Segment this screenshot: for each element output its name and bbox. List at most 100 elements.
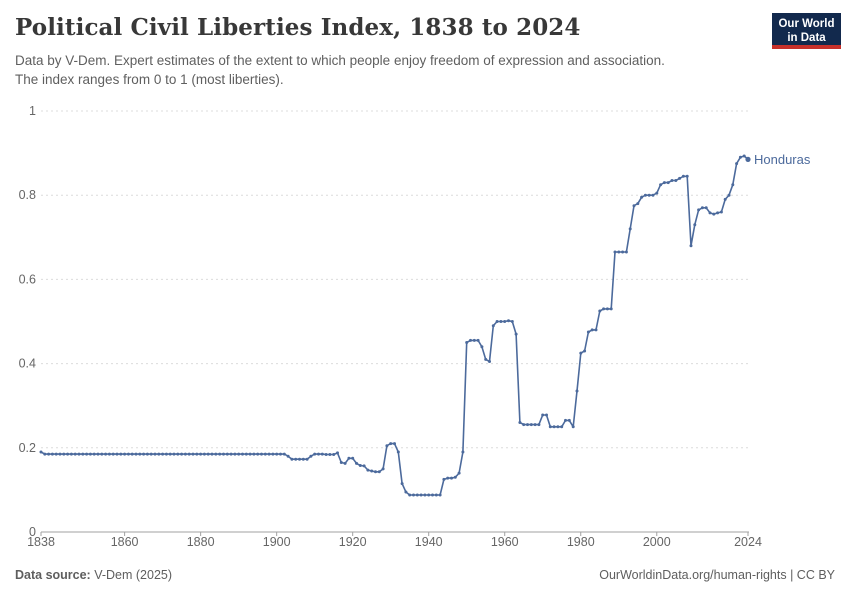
data-point[interactable] (442, 477, 446, 481)
data-point[interactable] (465, 341, 469, 344)
data-point[interactable] (738, 155, 742, 159)
data-point[interactable] (233, 452, 237, 456)
data-point[interactable] (62, 452, 66, 456)
data-point[interactable] (142, 452, 146, 456)
data-point[interactable] (461, 450, 465, 454)
data-point[interactable] (472, 338, 476, 342)
data-point[interactable] (328, 453, 332, 456)
data-point[interactable] (716, 211, 720, 215)
data-point[interactable] (495, 320, 499, 323)
data-point[interactable] (613, 250, 617, 254)
data-point[interactable] (431, 493, 434, 497)
data-point[interactable] (624, 250, 628, 254)
data-point[interactable] (541, 413, 545, 417)
data-point[interactable] (735, 162, 739, 166)
data-point[interactable] (77, 452, 81, 456)
data-point[interactable] (545, 413, 548, 417)
data-point[interactable] (529, 423, 533, 427)
data-point[interactable] (73, 452, 77, 456)
data-point[interactable] (229, 452, 233, 456)
data-point[interactable] (659, 183, 663, 187)
data-point[interactable] (149, 452, 153, 456)
data-point[interactable] (742, 154, 746, 158)
data-point[interactable] (674, 179, 678, 182)
data-point[interactable] (191, 452, 195, 456)
data-point[interactable] (586, 330, 590, 334)
data-point[interactable] (491, 324, 495, 328)
attribution-link[interactable]: OurWorldinData.org/human-rights | CC BY (599, 568, 835, 582)
data-point[interactable] (419, 493, 423, 497)
data-point[interactable] (640, 195, 644, 199)
data-point[interactable] (153, 452, 157, 456)
data-point[interactable] (400, 482, 404, 486)
data-point[interactable] (180, 452, 184, 456)
data-point[interactable] (385, 444, 389, 448)
data-point[interactable] (583, 349, 587, 353)
data-point[interactable] (176, 452, 180, 456)
data-point[interactable] (119, 452, 123, 456)
data-point[interactable] (427, 493, 431, 497)
data-point[interactable] (510, 320, 514, 323)
data-point[interactable] (100, 452, 104, 456)
data-point[interactable] (537, 423, 541, 427)
data-point[interactable] (206, 452, 210, 456)
data-point[interactable] (393, 442, 396, 446)
data-point[interactable] (469, 338, 472, 342)
data-point[interactable] (609, 307, 613, 311)
data-point[interactable] (488, 360, 491, 363)
data-point[interactable] (286, 454, 290, 458)
data-point[interactable] (518, 421, 522, 424)
data-point[interactable] (161, 452, 165, 456)
data-point[interactable] (309, 454, 313, 458)
data-point[interactable] (693, 223, 697, 227)
data-point[interactable] (666, 181, 670, 185)
data-point[interactable] (507, 319, 510, 323)
data-point[interactable] (263, 452, 267, 456)
data-point[interactable] (248, 452, 252, 456)
data-point[interactable] (130, 452, 134, 456)
data-point[interactable] (138, 452, 142, 456)
data-point[interactable] (685, 174, 689, 178)
data-point[interactable] (670, 179, 674, 182)
data-point[interactable] (111, 452, 115, 456)
data-point[interactable] (602, 307, 606, 311)
data-point[interactable] (107, 452, 111, 456)
data-point[interactable] (237, 452, 241, 456)
data-point[interactable] (396, 450, 400, 454)
data-point[interactable] (617, 250, 621, 254)
data-point[interactable] (503, 320, 507, 323)
data-point[interactable] (225, 452, 229, 456)
data-point[interactable] (632, 204, 636, 208)
data-point[interactable] (275, 452, 279, 456)
data-point[interactable] (279, 452, 282, 456)
data-point[interactable] (438, 493, 442, 497)
data-point[interactable] (92, 452, 96, 456)
data-point[interactable] (157, 452, 161, 456)
data-point[interactable] (548, 425, 552, 429)
data-point[interactable] (324, 453, 328, 456)
data-point[interactable] (54, 452, 58, 456)
data-point[interactable] (85, 452, 89, 456)
data-point[interactable] (267, 452, 271, 456)
data-point[interactable] (678, 176, 682, 180)
data-point[interactable] (415, 493, 419, 497)
data-point[interactable] (123, 452, 127, 456)
data-point[interactable] (643, 193, 647, 197)
data-point[interactable] (294, 457, 298, 461)
data-point[interactable] (355, 461, 358, 465)
data-point[interactable] (187, 452, 191, 456)
data-point[interactable] (39, 450, 43, 454)
data-point[interactable] (210, 452, 214, 456)
data-point[interactable] (145, 452, 149, 456)
data-point[interactable] (271, 452, 275, 456)
data-point[interactable] (164, 452, 168, 456)
data-point[interactable] (605, 307, 609, 311)
data-point[interactable] (434, 493, 438, 497)
data-point[interactable] (347, 456, 351, 460)
data-point[interactable] (126, 452, 130, 456)
data-point[interactable] (320, 452, 324, 456)
data-point[interactable] (412, 493, 415, 497)
data-point[interactable] (218, 452, 222, 456)
data-point[interactable] (222, 452, 225, 456)
